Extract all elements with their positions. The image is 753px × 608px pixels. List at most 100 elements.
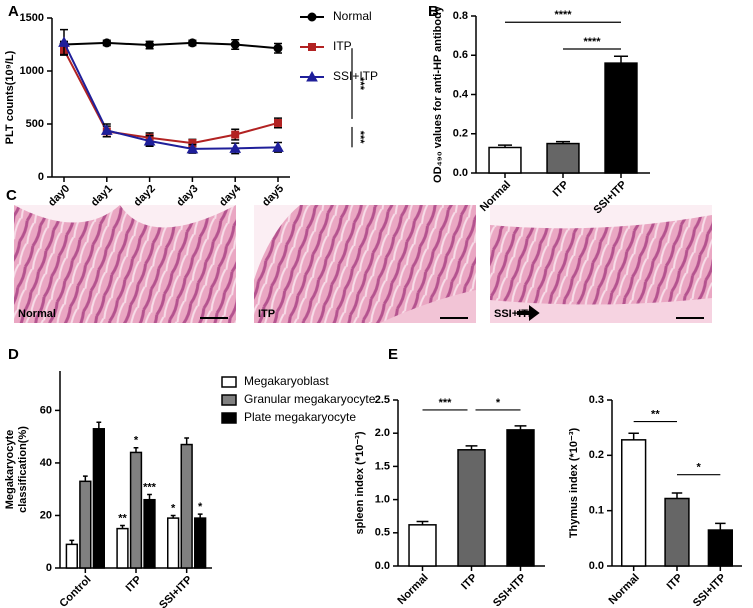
error-bar bbox=[133, 446, 139, 453]
bar bbox=[129, 451, 143, 569]
bar bbox=[546, 142, 580, 174]
error-bar bbox=[170, 514, 176, 519]
x-tick-label: day0 bbox=[46, 183, 72, 209]
y-tick-label: 20 bbox=[40, 509, 52, 521]
x-tick-label: ITP bbox=[459, 572, 480, 593]
significance-label: *** bbox=[439, 397, 453, 409]
legend-label: Normal bbox=[333, 9, 372, 23]
lumen bbox=[14, 205, 236, 228]
point bbox=[145, 40, 155, 50]
y-tick-label: 0.2 bbox=[453, 128, 468, 140]
x-tick-label: day4 bbox=[217, 182, 244, 209]
y-tick-label: 0.0 bbox=[375, 560, 390, 572]
bar bbox=[408, 524, 437, 567]
bar-annotation: * bbox=[134, 435, 139, 447]
point bbox=[272, 141, 284, 152]
y-tick-label: 0.5 bbox=[375, 527, 390, 539]
y-tick-label: 2.5 bbox=[375, 394, 390, 406]
image-label: Normal bbox=[18, 308, 56, 320]
submucosa bbox=[380, 290, 476, 323]
panel-label: D bbox=[8, 346, 19, 363]
y-tick-label: 0.4 bbox=[453, 88, 469, 100]
x-tick-label: Normal bbox=[395, 572, 430, 607]
point bbox=[273, 43, 283, 53]
legend-label: SSI+ITP bbox=[333, 69, 378, 83]
x-tick-label: ITP bbox=[551, 179, 572, 200]
x-tick-label: SSI+ITP bbox=[491, 572, 529, 608]
point bbox=[143, 134, 156, 146]
panel-label: B bbox=[428, 3, 439, 20]
y-tick-label: 0.0 bbox=[589, 560, 604, 572]
significance-label: * bbox=[697, 462, 702, 474]
legend-swatch bbox=[221, 376, 237, 388]
bar bbox=[664, 497, 690, 567]
x-tick-label: ITP bbox=[124, 574, 145, 595]
x-tick-label: day5 bbox=[260, 183, 286, 209]
panel-label: C bbox=[6, 187, 17, 204]
point bbox=[186, 142, 199, 154]
legend-label: Plate megakaryocyte bbox=[244, 410, 356, 424]
y-axis-label: classification(%) bbox=[17, 426, 29, 513]
bar bbox=[180, 443, 193, 569]
y-tick-label: 1.0 bbox=[375, 494, 390, 506]
y-tick-label: 500 bbox=[26, 118, 44, 130]
lumen bbox=[490, 205, 712, 229]
error-bar bbox=[184, 437, 190, 445]
y-tick-label: 0.3 bbox=[589, 394, 604, 406]
y-tick-label: 1.5 bbox=[375, 460, 390, 472]
y-tick-label: 0.2 bbox=[589, 449, 604, 461]
error-bar bbox=[715, 522, 726, 531]
bar-annotation: * bbox=[198, 501, 203, 513]
y-tick-label: 2.0 bbox=[375, 427, 390, 439]
significance-label: *** bbox=[354, 77, 366, 91]
histology-images: Normal ITP SSI+ITP bbox=[14, 205, 712, 323]
bar bbox=[92, 428, 105, 569]
point bbox=[231, 130, 240, 139]
point bbox=[100, 124, 113, 135]
error-bar bbox=[671, 492, 683, 499]
series-line bbox=[63, 49, 279, 145]
bar bbox=[707, 529, 734, 567]
legend-marker bbox=[306, 70, 318, 82]
bar bbox=[488, 146, 522, 174]
x-tick-label: SSI+ITP bbox=[691, 572, 729, 608]
y-axis-label: Thymus index (*10⁻³) bbox=[568, 427, 580, 538]
point bbox=[274, 118, 282, 127]
series-line bbox=[63, 41, 279, 150]
x-tick-label: SSI+ITP bbox=[157, 574, 195, 608]
legend-swatch bbox=[221, 394, 237, 406]
error-bar bbox=[465, 445, 478, 450]
y-axis-label: spleen index (*10⁻³) bbox=[354, 431, 366, 534]
bar bbox=[604, 62, 638, 174]
bar-annotation: ** bbox=[118, 512, 127, 524]
point bbox=[187, 38, 197, 48]
x-tick-label: day3 bbox=[174, 183, 200, 209]
y-tick-label: 0.0 bbox=[453, 167, 468, 179]
point bbox=[229, 142, 242, 153]
y-tick-label: 60 bbox=[40, 404, 52, 416]
error-bar bbox=[197, 513, 203, 519]
significance-label: **** bbox=[583, 36, 601, 48]
legend-label: Megakaryoblast bbox=[244, 374, 329, 388]
histology-image bbox=[14, 205, 236, 323]
legend-marker bbox=[308, 43, 316, 51]
legend-label: Granular megakaryocyte bbox=[244, 392, 376, 406]
panel-label: A bbox=[8, 3, 19, 20]
y-tick-label: 0.1 bbox=[589, 505, 604, 517]
y-axis-label: OD₄₉₀ values for anti-HP antibody bbox=[432, 5, 444, 183]
legend-marker bbox=[307, 12, 317, 22]
y-tick-label: 0 bbox=[46, 562, 52, 574]
significance-label: ** bbox=[651, 408, 660, 420]
submucosa bbox=[490, 298, 712, 323]
x-tick-label: ITP bbox=[665, 572, 686, 593]
y-tick-label: 1000 bbox=[20, 65, 44, 77]
bar bbox=[65, 543, 78, 569]
point bbox=[230, 40, 240, 49]
bar bbox=[79, 480, 92, 569]
y-axis-label: Megakaryocyte bbox=[4, 430, 16, 510]
arrow bbox=[517, 305, 540, 321]
bar-annotation: *** bbox=[143, 481, 157, 493]
x-tick-label: day2 bbox=[132, 183, 158, 209]
bar bbox=[143, 498, 156, 569]
